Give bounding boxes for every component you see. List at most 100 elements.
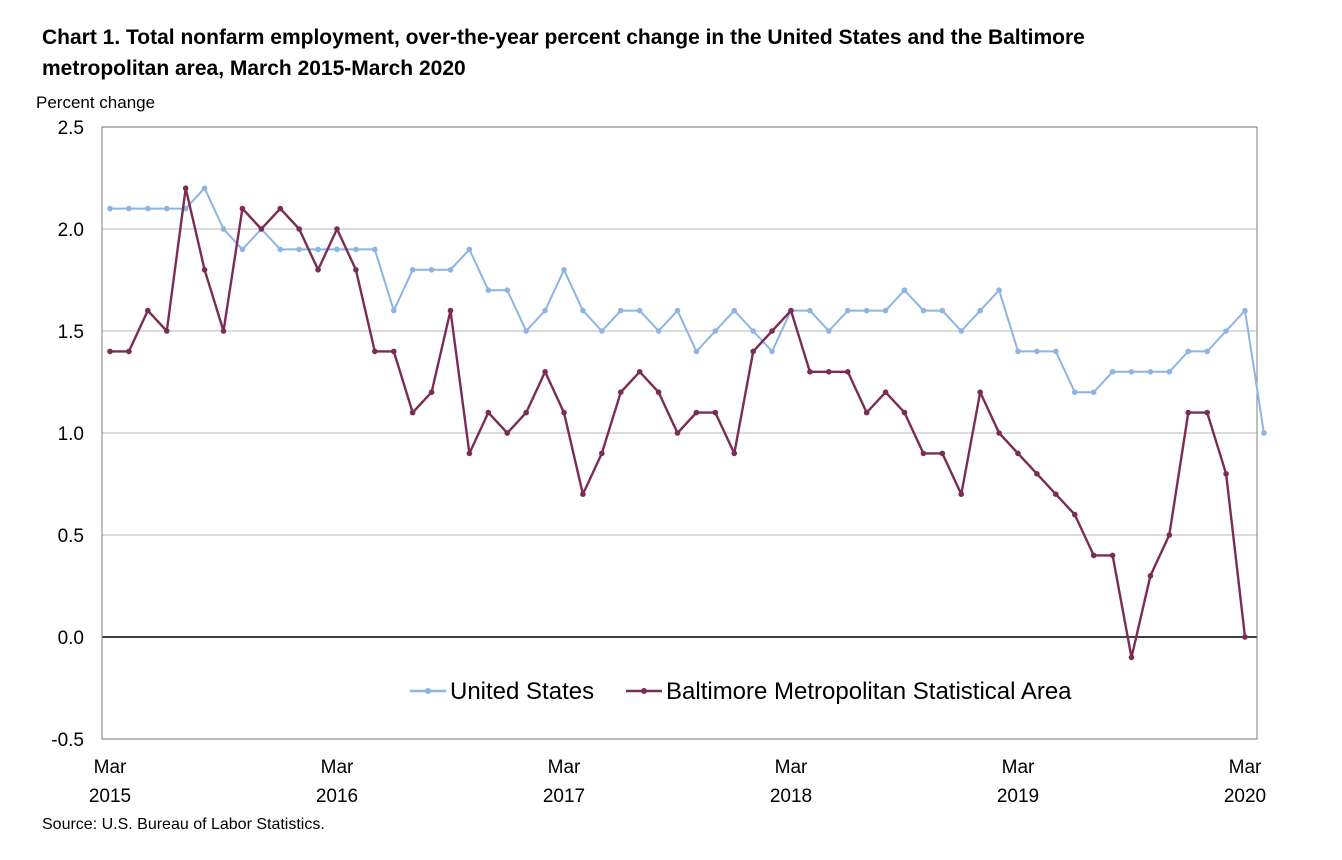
- data-point: [466, 246, 473, 253]
- data-point: [334, 226, 340, 232]
- data-point: [826, 369, 832, 375]
- data-point: [996, 287, 1002, 294]
- series-united-states: [107, 185, 1267, 436]
- data-point: [1147, 573, 1154, 579]
- data-point: [485, 287, 492, 294]
- data-point: [1090, 552, 1097, 559]
- data-point: [523, 409, 529, 416]
- legend-label: Baltimore Metropolitan Statistical Area: [666, 678, 1072, 705]
- x-tick-labels: Mar 2015 Mar 2016 Mar 2017 Mar 2018 Mar 2019 Mar 20…: [89, 757, 1266, 807]
- data-point: [996, 430, 1002, 436]
- data-point: [882, 389, 889, 396]
- source-note: Source: U.S. Bureau of Labor Statistics.: [42, 816, 325, 833]
- data-point: [655, 328, 662, 334]
- data-point: [372, 246, 378, 253]
- x-tick-label: Mar 2018: [770, 757, 812, 807]
- data-point: [296, 246, 302, 253]
- data-point: [145, 205, 151, 212]
- data-point: [617, 307, 624, 314]
- data-point: [220, 328, 227, 334]
- x-tick-year: 2015: [89, 786, 131, 807]
- data-point: [882, 307, 889, 314]
- data-point: [1053, 348, 1059, 355]
- x-tick-month: Mar: [321, 757, 354, 778]
- data-point: [1128, 369, 1135, 375]
- data-point: [542, 369, 548, 375]
- data-point: [939, 307, 946, 314]
- data-point: [617, 389, 624, 396]
- data-point: [1242, 634, 1248, 640]
- data-point: [353, 267, 359, 273]
- x-tick-label: Mar 2019: [997, 757, 1039, 807]
- data-point: [712, 409, 719, 416]
- data-point: [939, 450, 946, 457]
- data-point: [826, 328, 832, 334]
- plot-frame: [101, 126, 1258, 740]
- data-point: [201, 267, 208, 273]
- legend-marker: [425, 688, 431, 694]
- y-tick-label: 2.0: [58, 220, 84, 241]
- data-point: [1109, 369, 1116, 375]
- x-tick-month: Mar: [94, 757, 127, 778]
- data-point: [1015, 450, 1021, 457]
- data-point: [674, 430, 681, 436]
- legend: United States Baltimore Metropolitan Stat…: [410, 678, 1072, 705]
- data-point: [485, 409, 492, 416]
- data-point: [239, 246, 246, 253]
- data-point: [504, 430, 511, 436]
- data-point: [807, 369, 813, 375]
- data-point: [163, 328, 170, 334]
- legend-item-baltimore: Baltimore Metropolitan Statistical Area: [626, 678, 1072, 705]
- data-point: [1204, 409, 1210, 416]
- data-point: [561, 409, 567, 416]
- data-point: [447, 307, 454, 314]
- data-point: [315, 267, 321, 273]
- data-point: [750, 328, 756, 334]
- data-point: [863, 409, 870, 416]
- data-point: [277, 205, 284, 212]
- data-point: [712, 328, 719, 334]
- data-point: [239, 205, 246, 212]
- data-point: [655, 389, 662, 396]
- data-point: [466, 450, 473, 457]
- data-point: [145, 307, 151, 314]
- data-point: [182, 185, 189, 191]
- y-tick-label: 1.5: [58, 322, 84, 343]
- data-point: [1109, 552, 1116, 559]
- y-tick-label: 2.5: [58, 118, 84, 139]
- data-point: [126, 348, 132, 355]
- data-point: [1034, 471, 1040, 477]
- series-lines: [107, 185, 1267, 661]
- data-point: [731, 450, 738, 457]
- data-point: [409, 267, 416, 273]
- data-point: [807, 307, 813, 314]
- data-point: [1090, 389, 1097, 396]
- series-baltimore: [107, 185, 1248, 661]
- data-point: [296, 226, 302, 232]
- legend-label: United States: [450, 678, 594, 705]
- data-point: [901, 287, 908, 294]
- x-tick-label: Mar 2016: [316, 757, 358, 807]
- data-point: [1128, 654, 1135, 661]
- data-point: [636, 369, 643, 375]
- y-axis-label: Percent change: [36, 93, 156, 112]
- data-point: [958, 491, 965, 498]
- chart-title: Chart 1. Total nonfarm employment, over-…: [42, 26, 1085, 80]
- data-point: [920, 450, 927, 457]
- data-point: [901, 409, 908, 416]
- data-point: [201, 185, 208, 191]
- data-point: [409, 409, 416, 416]
- data-point: [353, 246, 359, 253]
- y-tick-label: 1.0: [58, 424, 84, 445]
- data-point: [1166, 369, 1173, 375]
- data-point: [1147, 369, 1154, 375]
- data-point: [1015, 348, 1021, 355]
- data-point: [163, 205, 170, 212]
- data-point: [1071, 389, 1078, 396]
- x-tick-month: Mar: [775, 757, 808, 778]
- data-point: [107, 348, 113, 355]
- data-point: [863, 307, 870, 314]
- data-point: [1166, 532, 1173, 538]
- series-line: [110, 187, 1265, 434]
- x-tick-label: Mar 2015: [89, 757, 131, 807]
